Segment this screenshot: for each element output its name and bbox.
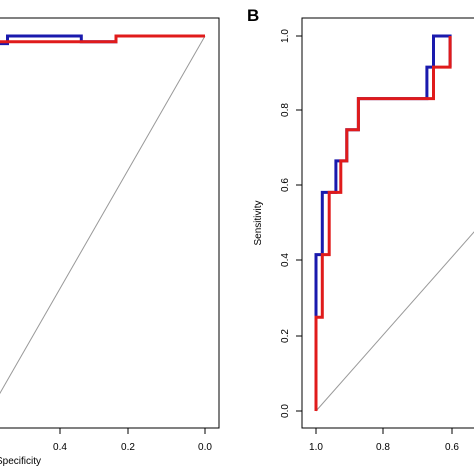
red-roc-curve [314,36,452,411]
y-tick-label: 1.0 [280,29,291,43]
reference-diagonal-line [315,231,474,412]
panel-letter: B [247,6,259,25]
plot-frame [0,17,220,429]
x-tick-label: 0.8 [376,442,390,453]
y-tick-label: 0.6 [280,178,291,192]
y-tick-label: 0.4 [280,253,291,267]
x-axis-label: Specificity [0,456,41,467]
blue-roc-curve [314,34,452,411]
y-axis-label: Sensitivity [253,200,264,245]
x-tick-label: 0.0 [198,442,212,453]
panel-a-roc-plot: 0.4 0.2 0.0 Specificity [0,17,220,467]
x-tick-label: 0.2 [121,442,135,453]
reference-diagonal-line [0,35,206,395]
x-tick-label: 0.4 [53,442,67,453]
panel-b-roc-plot: 1.0 0.8 0.6 0.0 0.2 0.4 0.6 0.8 1.0 Sensitivity B [247,6,474,453]
x-tick-label: 0.6 [445,442,459,453]
red-roc-curve [0,34,205,44]
plot-frame [301,17,474,429]
y-tick-label: 0.8 [280,103,291,117]
y-tick-label: 0.0 [280,404,291,418]
x-tick-label: 1.0 [309,442,323,453]
y-tick-label: 0.2 [280,329,291,343]
